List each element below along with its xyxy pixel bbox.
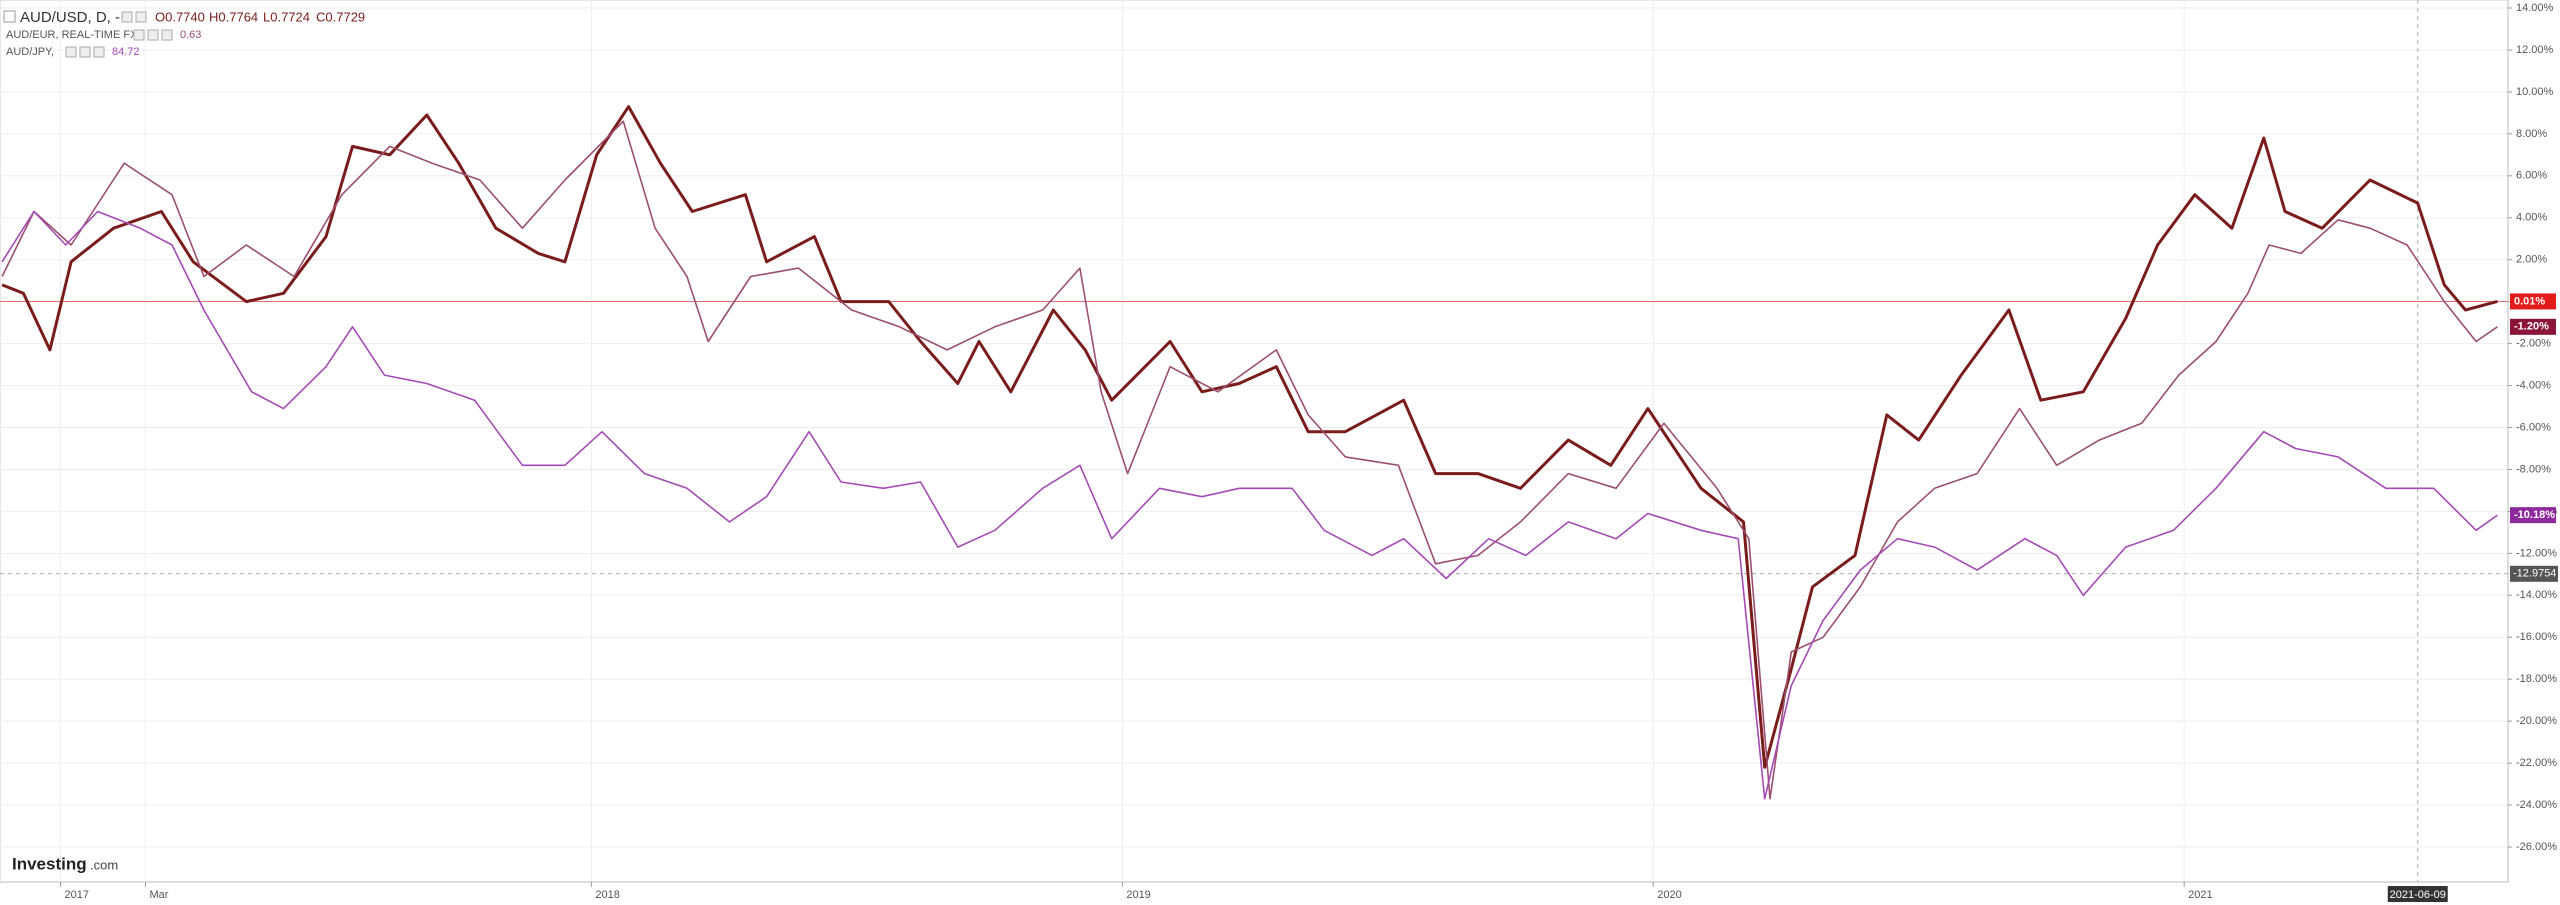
legend-entry[interactable]: AUD/USD, D, - [20, 9, 120, 26]
plot-frame [0, 0, 2509, 883]
last-value-tag [2510, 318, 2556, 335]
y-tick-label: -16.00% [2516, 631, 2557, 643]
y-tick-label: 10.00% [2516, 86, 2554, 98]
y-tick-label: -24.00% [2516, 799, 2557, 811]
last-value-label: -10.18% [2514, 509, 2555, 521]
y-tick-label: 4.00% [2516, 212, 2547, 224]
logo-brand: Investing [12, 854, 87, 873]
y-tick-label: -26.00% [2516, 841, 2557, 853]
series-line [1, 120, 2498, 800]
y-tick-label: -20.00% [2516, 715, 2557, 727]
x-tick-label: 2017 [65, 889, 89, 901]
crosshair-x-label: 2021-06-09 [2390, 889, 2446, 901]
quote-label: O0.7740 [155, 9, 205, 24]
crosshair-y-label: -12.9754 [2513, 568, 2556, 580]
legend-button[interactable] [161, 29, 173, 41]
legend-value: 84.72 [112, 46, 140, 58]
crosshair-y-tag [2510, 565, 2558, 582]
x-tick-label: Mar [149, 889, 168, 901]
legend-entry[interactable]: AUD/EUR, REAL-TIME FX [6, 29, 138, 41]
collapse-icon[interactable] [3, 10, 16, 23]
y-tick-label: 14.00% [2516, 2, 2554, 14]
y-tick-label: 2.00% [2516, 254, 2547, 266]
y-tick-label: -2.00% [2516, 338, 2551, 350]
y-tick-label: 8.00% [2516, 128, 2547, 140]
legend-button[interactable] [65, 46, 77, 58]
series-layer [1, 105, 2498, 800]
logo-suffix: .com [90, 857, 118, 872]
legend-button[interactable] [93, 46, 105, 58]
y-tick-label: -18.00% [2516, 673, 2557, 685]
legend-button[interactable] [79, 46, 91, 58]
quote-label: L0.7724 [263, 9, 310, 24]
last-value-tag [2510, 507, 2556, 524]
y-tick-label: -12.00% [2516, 547, 2557, 559]
y-tick-label: 6.00% [2516, 170, 2547, 182]
y-tick-label: -4.00% [2516, 379, 2551, 391]
x-tick-label: 2021 [2188, 889, 2212, 901]
grid [0, 0, 2508, 882]
crosshair-x-tag [2387, 886, 2448, 902]
x-tick-label: 2020 [1657, 889, 1681, 901]
legend-button[interactable] [133, 29, 145, 41]
y-tick-label: 12.00% [2516, 44, 2554, 56]
legend-entry[interactable]: AUD/JPY, [6, 46, 54, 58]
last-value-tag [2510, 293, 2556, 310]
y-tick-label: -6.00% [2516, 421, 2551, 433]
last-value-label: 0.01% [2514, 295, 2545, 307]
last-value-label: -1.20% [2514, 321, 2549, 333]
y-tick-label: -14.00% [2516, 589, 2557, 601]
x-tick-label: 2018 [595, 889, 619, 901]
legend: AUD/USD, D, - O0.7740 H0.7764 L0.7724 C0… [3, 9, 365, 58]
legend-button[interactable] [121, 11, 133, 23]
y-tick-label: -22.00% [2516, 757, 2557, 769]
legend-button[interactable] [135, 11, 147, 23]
x-tick-label: 2019 [1126, 889, 1150, 901]
series-line [1, 105, 2498, 769]
legend-button[interactable] [147, 29, 159, 41]
quote-label: H0.7764 [209, 9, 258, 24]
series-line [1, 210, 2498, 800]
y-tick-label: -8.00% [2516, 463, 2551, 475]
quote-label: C0.7729 [316, 9, 365, 24]
legend-value: 0.63 [180, 29, 201, 41]
